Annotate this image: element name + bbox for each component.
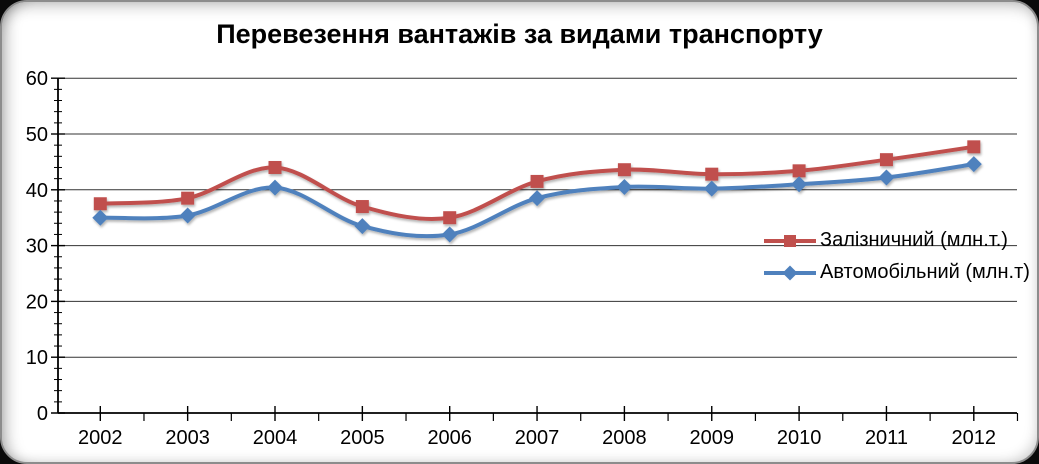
y-tick-label: 40 — [26, 180, 48, 202]
y-tick-label: 60 — [26, 68, 48, 90]
data-point-marker-railway — [181, 191, 195, 205]
x-tick-label: 2008 — [602, 427, 647, 449]
series-automobile — [92, 156, 982, 243]
y-tick-label: 20 — [26, 291, 48, 313]
x-tick-label: 2007 — [515, 427, 560, 449]
data-point-marker-automobile — [703, 180, 720, 197]
data-point-marker-automobile — [791, 176, 808, 193]
legend-item-automobile: Автомобільний (млн.т) — [764, 261, 1030, 284]
x-tick-label: 2002 — [78, 427, 123, 449]
x-tick-label: 2004 — [253, 427, 298, 449]
legend-swatch-railway-line-marker — [764, 234, 816, 247]
y-tick-label: 50 — [26, 124, 48, 146]
data-point-marker-railway — [617, 163, 631, 177]
legend-marker-sample — [782, 265, 798, 280]
data-point-marker-automobile — [529, 190, 546, 207]
chart-title: Перевезення вантажів за видами транспорт… — [216, 19, 823, 49]
x-tick-label: 2003 — [165, 427, 210, 449]
series-railway — [93, 140, 981, 225]
x-tick-label: 2010 — [777, 427, 822, 449]
legend-item-railway: Залізничний (млн.т.) — [764, 229, 1030, 252]
data-point-marker-automobile — [267, 179, 283, 196]
y-tick-label: 10 — [26, 347, 48, 369]
data-point-marker-automobile — [441, 226, 458, 243]
legend-swatch-automobile-line-marker — [764, 265, 816, 280]
data-point-marker-railway — [93, 197, 107, 211]
x-tick-label: 2011 — [865, 427, 908, 449]
data-point-marker-railway — [355, 200, 369, 214]
data-point-marker-railway — [530, 174, 544, 188]
data-point-marker-automobile — [616, 179, 633, 196]
data-point-marker-railway — [792, 164, 806, 178]
y-tick-label: 0 — [37, 403, 48, 425]
data-point-marker-automobile — [965, 156, 982, 173]
data-point-marker-railway — [967, 140, 981, 154]
data-point-marker-railway — [268, 160, 282, 174]
legend-label-railway: Залізничний (млн.т.) — [820, 229, 1008, 251]
y-tick-label: 30 — [26, 236, 48, 258]
data-point-marker-railway — [879, 153, 893, 167]
x-tick-label: 2012 — [952, 427, 997, 449]
legend: Залізничний (млн.т.) Автомобільний (млн.… — [764, 229, 1030, 284]
x-tick-label: 2005 — [340, 427, 385, 449]
data-point-marker-automobile — [878, 169, 895, 186]
data-point-marker-railway — [705, 167, 719, 181]
data-point-marker-railway — [443, 211, 457, 225]
legend-marker-sample — [784, 234, 796, 247]
legend-label-automobile: Автомобільний (млн.т) — [820, 261, 1030, 283]
data-point-marker-automobile — [179, 207, 196, 224]
data-point-marker-automobile — [92, 209, 109, 226]
x-tick-label: 2009 — [690, 427, 735, 449]
x-tick-label: 2006 — [427, 427, 472, 449]
data-point-marker-automobile — [354, 218, 371, 235]
